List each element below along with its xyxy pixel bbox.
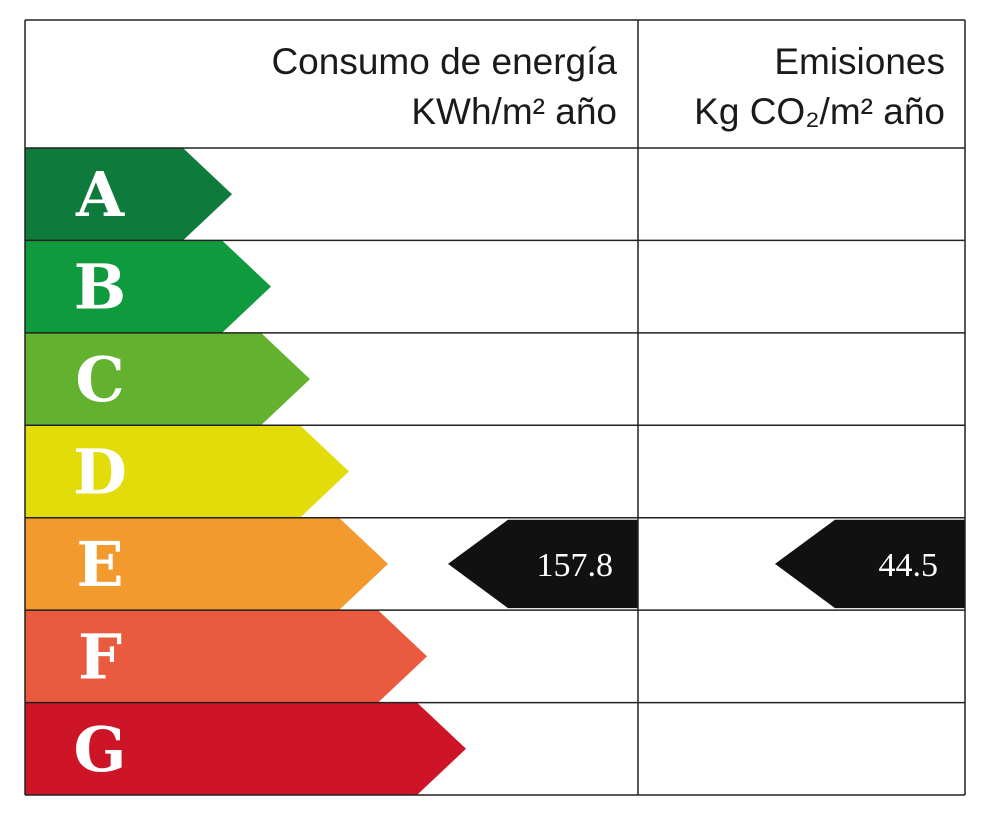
emissions-value: 44.5 [879,547,939,584]
class-letter: B [74,251,126,324]
class-arrow [25,332,310,426]
emissions-title: Emisiones [774,41,945,82]
class-arrow [25,425,349,518]
energy-marker [448,519,638,609]
class-letter: C [75,343,124,416]
emissions-unit: Kg CO₂/m² año [694,91,945,132]
energy-title: Consumo de energía [271,41,617,82]
class-letter: D [73,436,127,509]
class-letter: A [75,158,125,231]
class-letter: E [76,528,123,601]
emissions-marker [775,519,965,609]
class-arrow [25,517,388,611]
class-arrow [25,240,271,333]
class-letter: G [74,713,127,786]
class-letter: F [78,620,122,693]
energy-value: 157.8 [537,547,614,584]
class-arrow [25,148,232,241]
energy-unit: KWh/m² año [411,91,617,132]
class-arrow [25,702,466,795]
class-arrow [25,610,427,703]
